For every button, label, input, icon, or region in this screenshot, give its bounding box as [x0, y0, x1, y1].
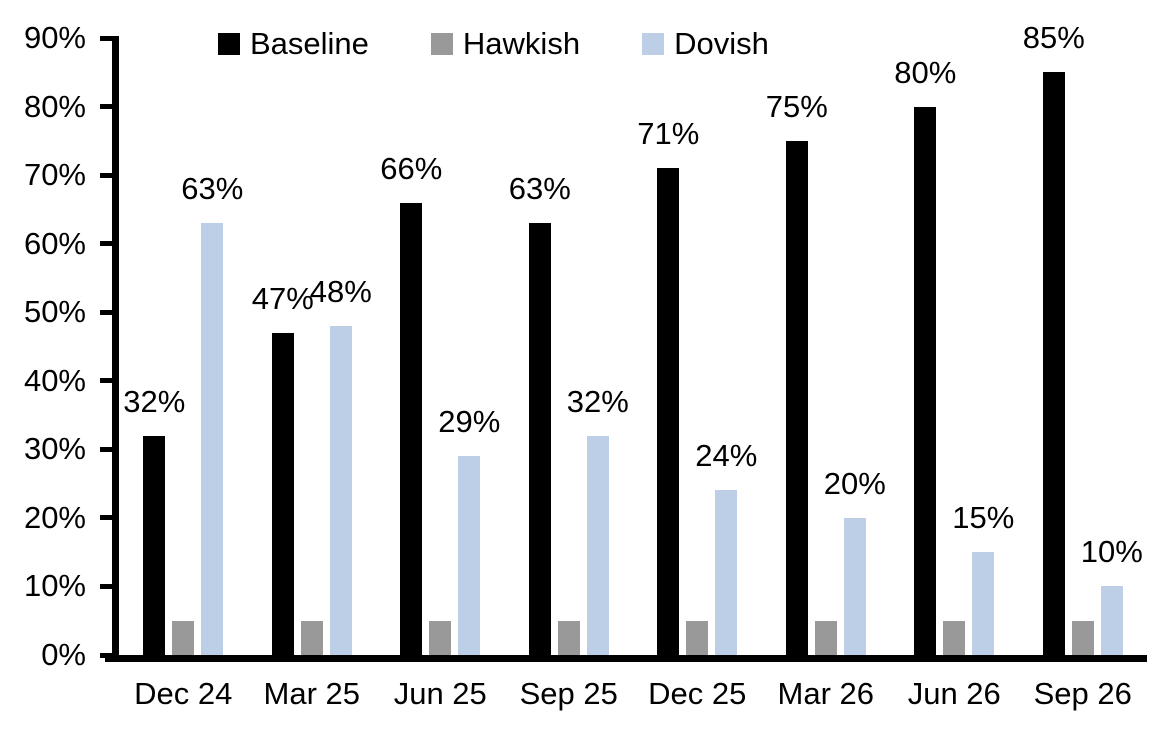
- legend-swatch-dovish-icon: [642, 33, 665, 55]
- y-axis-tick: [100, 241, 112, 247]
- y-axis-tick-label: 20%: [23, 499, 86, 535]
- legend-swatch-hawkish-icon: [430, 33, 453, 55]
- y-axis-tick: [100, 35, 112, 41]
- bar-value-label: 32%: [123, 383, 186, 419]
- bar-baseline: 32%: [123, 384, 185, 655]
- bar-value-label: 63%: [508, 171, 571, 207]
- bar-baseline: 47%: [252, 281, 314, 655]
- bar-hawkish: [814, 620, 837, 655]
- x-axis-category-label: Mar 26: [777, 676, 874, 711]
- bar-baseline: 63%: [509, 172, 571, 655]
- bar-hawkish: [172, 620, 195, 655]
- bar-dovish: 63%: [181, 172, 243, 655]
- bar-group-dec-24: 32% 63%: [119, 38, 248, 655]
- bar-hawkish: [686, 620, 709, 655]
- y-axis-tick-label: 60%: [23, 225, 86, 261]
- y-axis-tick-label: 10%: [23, 568, 86, 604]
- bar-value-label: 75%: [765, 88, 828, 124]
- x-axis-category-label: Dec 25: [648, 676, 747, 711]
- bar-baseline: 75%: [766, 89, 828, 655]
- x-axis-category-label: Mar 25: [263, 676, 360, 711]
- bar-dovish: 10%: [1081, 535, 1143, 655]
- bar-value-label: 24%: [695, 438, 758, 474]
- bar-dovish: 20%: [824, 466, 886, 655]
- y-axis-tick: [100, 309, 112, 315]
- bar-dovish: 32%: [567, 384, 629, 655]
- bar-hawkish: [1071, 620, 1094, 655]
- bar-value-label: 71%: [637, 116, 700, 152]
- bar-group-jun-25: 66% 29%: [376, 38, 505, 655]
- bar-group-mar-25: 47% 48%: [248, 38, 377, 655]
- y-axis-tick: [100, 515, 112, 521]
- y-axis-tick: [100, 583, 112, 589]
- y-axis-line: [112, 36, 119, 662]
- bar-value-label: 48%: [309, 273, 372, 309]
- y-axis-tick: [100, 446, 112, 452]
- x-axis-line: [105, 655, 1147, 662]
- bar-value-label: 85%: [1022, 20, 1085, 56]
- y-axis-tick-label: 90%: [23, 20, 86, 55]
- y-axis-tick-label: 0%: [41, 637, 86, 672]
- x-axis-category-label: Jun 25: [393, 676, 487, 711]
- bar-value-label: 47%: [251, 280, 314, 316]
- y-axis-tick: [100, 378, 112, 384]
- legend-item-baseline: Baseline: [218, 26, 369, 62]
- bar-value-label: 32%: [566, 383, 629, 419]
- legend-item-hawkish: Hawkish: [430, 26, 581, 62]
- y-axis-tick-label: 70%: [23, 157, 86, 193]
- x-axis-category-label: Jun 26: [907, 676, 1001, 711]
- bar-group-sep-25: 63% 32%: [505, 38, 634, 655]
- bar-hawkish: [429, 620, 452, 655]
- bar-baseline: 66%: [380, 151, 442, 655]
- bar-baseline: 85%: [1023, 21, 1085, 655]
- bar-value-label: 63%: [181, 171, 244, 207]
- bar-value-label: 80%: [894, 54, 957, 90]
- bar-dovish: 24%: [695, 439, 757, 655]
- bar-group-jun-26: 80% 15%: [890, 38, 1019, 655]
- bar-dovish: 29%: [438, 405, 500, 655]
- x-axis-category-label: Sep 26: [1033, 676, 1132, 711]
- legend-swatch-baseline-icon: [218, 33, 240, 55]
- bar-hawkish: [557, 620, 580, 655]
- bar-baseline: 80%: [894, 55, 956, 655]
- bar-hawkish: [300, 620, 323, 655]
- bar-group-sep-26: 85% 10%: [1019, 21, 1148, 655]
- bar-value-label: 15%: [952, 500, 1015, 536]
- bar-baseline: 71%: [637, 117, 699, 655]
- x-axis-labels: Dec 24 Mar 25 Jun 25 Sep 25 Dec 25 Mar 26 Jun …: [119, 676, 1147, 712]
- bar-hawkish: [943, 620, 966, 655]
- y-axis-tick-label: 50%: [23, 294, 86, 330]
- y-axis-tick: [100, 172, 112, 178]
- x-axis-category-label: Dec 24: [134, 676, 233, 711]
- bar-dovish: 15%: [952, 501, 1014, 655]
- y-axis-tick: [100, 104, 112, 110]
- legend: Baseline Hawkish Dovish: [218, 26, 769, 62]
- bar-value-label: 29%: [438, 404, 501, 440]
- x-axis-category-label: Sep 25: [519, 676, 618, 711]
- legend-label: Baseline: [250, 26, 369, 61]
- bar-dovish: 48%: [310, 274, 372, 655]
- y-axis-tick-label: 80%: [23, 88, 86, 124]
- bar-value-label: 66%: [380, 150, 443, 186]
- bar-group-mar-26: 75% 20%: [762, 38, 891, 655]
- y-axis-tick-label: 30%: [23, 431, 86, 467]
- plot-area: 32% 63% 47% 48% 66% 29% 63% 32% 71% 24% 75% 20% 80% 1…: [119, 21, 1148, 655]
- bar-value-label: 20%: [823, 465, 886, 501]
- bar-group-dec-25: 71% 24%: [633, 38, 762, 655]
- y-axis-tick-label: 40%: [23, 362, 86, 398]
- legend-label: Dovish: [674, 26, 769, 61]
- legend-label: Hawkish: [462, 26, 581, 61]
- legend-item-dovish: Dovish: [642, 26, 769, 62]
- bar-value-label: 10%: [1080, 534, 1143, 570]
